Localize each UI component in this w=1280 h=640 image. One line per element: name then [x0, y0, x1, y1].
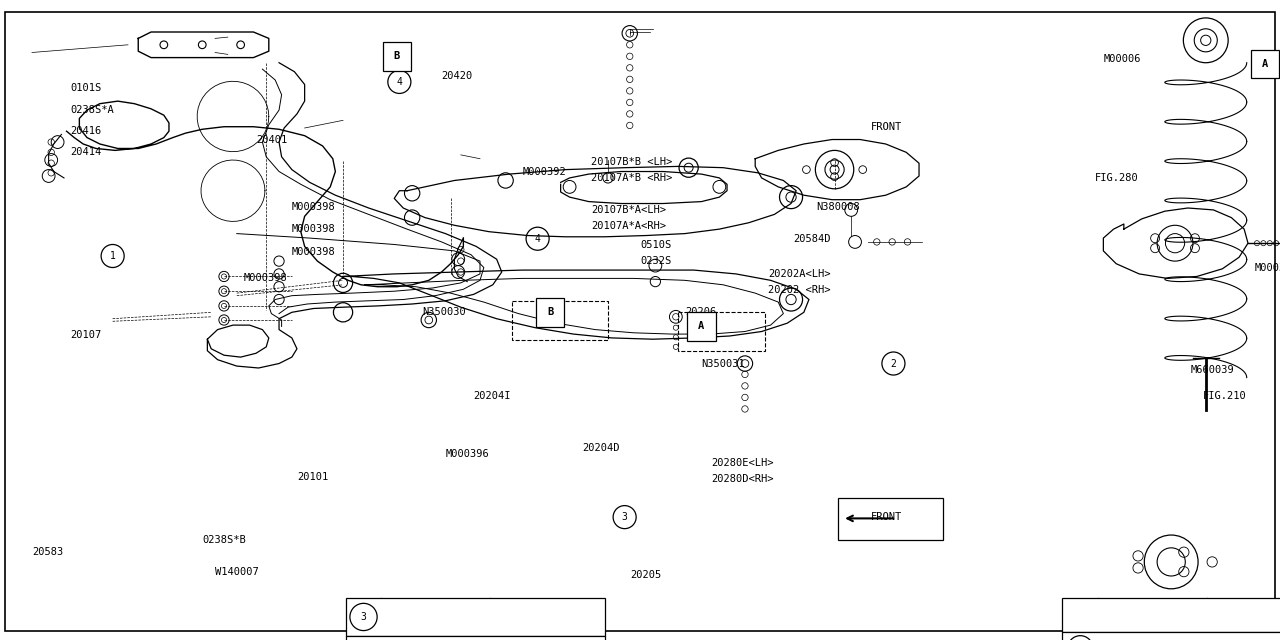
Bar: [346, 598, 605, 636]
Bar: [687, 312, 716, 340]
Text: 0238S*B: 0238S*B: [202, 534, 246, 545]
Text: M000396: M000396: [445, 449, 489, 460]
Text: 4: 4: [397, 77, 402, 87]
Text: 20107: 20107: [70, 330, 101, 340]
Text: 3: 3: [622, 512, 627, 522]
Text: 20583: 20583: [32, 547, 63, 557]
Text: (      -1310): ( -1310): [1210, 610, 1280, 620]
Text: B: B: [394, 51, 399, 61]
Text: M000398: M000398: [292, 246, 335, 257]
Text: 20107B*B <LH>: 20107B*B <LH>: [591, 157, 672, 167]
Bar: [512, 301, 608, 340]
Text: 1: 1: [110, 251, 115, 261]
Text: 20206: 20206: [685, 307, 716, 317]
Text: M000392: M000392: [522, 166, 566, 177]
Text: 20202A<LH>: 20202A<LH>: [768, 269, 831, 279]
Text: 3: 3: [361, 612, 366, 622]
Text: N350031: N350031: [701, 358, 745, 369]
Text: 20414: 20414: [70, 147, 101, 157]
Text: M000398: M000398: [292, 202, 335, 212]
Text: N380008: N380008: [817, 202, 860, 212]
Text: M370010: M370010: [384, 612, 429, 622]
Bar: [1062, 632, 1280, 640]
Text: 20202 <RH>: 20202 <RH>: [768, 285, 831, 295]
Text: 20420: 20420: [442, 70, 472, 81]
Text: 0232S: 0232S: [640, 256, 671, 266]
Bar: [1062, 598, 1280, 632]
Bar: [346, 636, 605, 640]
Text: M000304: M000304: [1101, 610, 1146, 620]
Text: M000394: M000394: [1254, 262, 1280, 273]
Text: 20107A*B <RH>: 20107A*B <RH>: [591, 173, 672, 183]
Text: W140007: W140007: [215, 566, 259, 577]
Text: 20107B*A<LH>: 20107B*A<LH>: [591, 205, 667, 215]
Text: 20584D: 20584D: [794, 234, 831, 244]
Text: A: A: [699, 321, 704, 332]
Bar: [536, 298, 564, 326]
Text: 20280E<LH>: 20280E<LH>: [712, 458, 774, 468]
Text: 0510S: 0510S: [640, 240, 671, 250]
Text: ( -1607): ( -1607): [493, 612, 543, 622]
Text: A: A: [1262, 59, 1267, 69]
Text: 2: 2: [891, 358, 896, 369]
Text: 20107A*A<RH>: 20107A*A<RH>: [591, 221, 667, 231]
Text: FRONT: FRONT: [870, 122, 901, 132]
Text: 20280D<RH>: 20280D<RH>: [712, 474, 774, 484]
Text: 20401: 20401: [256, 134, 287, 145]
Text: M000398: M000398: [292, 224, 335, 234]
Bar: [678, 312, 765, 351]
Text: 20205: 20205: [630, 570, 660, 580]
Text: N350030: N350030: [422, 307, 466, 317]
Text: 20416: 20416: [70, 126, 101, 136]
Text: FIG.210: FIG.210: [1203, 390, 1247, 401]
Bar: [1251, 50, 1279, 78]
Text: 4: 4: [535, 234, 540, 244]
Text: B: B: [548, 307, 553, 317]
Text: 0238S*A: 0238S*A: [70, 105, 114, 115]
Text: FRONT: FRONT: [870, 512, 901, 522]
Bar: [383, 42, 411, 70]
Text: 20204I: 20204I: [474, 390, 511, 401]
Text: M000398: M000398: [243, 273, 287, 284]
Bar: [838, 498, 943, 540]
Text: M660039: M660039: [1190, 365, 1234, 375]
Text: 20101: 20101: [297, 472, 328, 482]
Text: M00006: M00006: [1103, 54, 1140, 64]
Text: 0101S: 0101S: [70, 83, 101, 93]
Text: 20204D: 20204D: [582, 443, 620, 453]
Text: FIG.280: FIG.280: [1094, 173, 1138, 183]
